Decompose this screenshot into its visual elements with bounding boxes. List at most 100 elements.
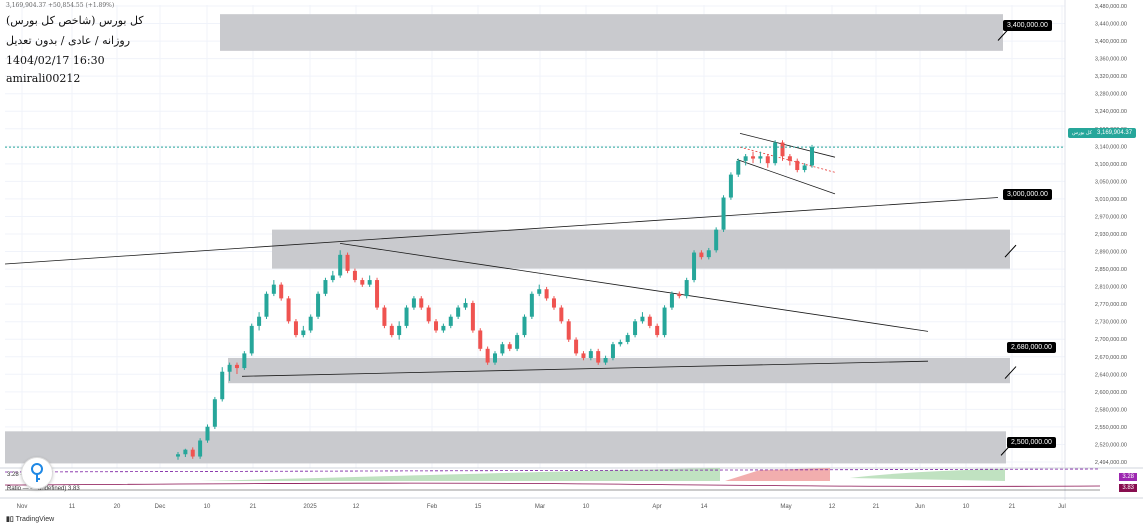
time-tick-label: 12 [353, 504, 360, 510]
candle-body [176, 454, 180, 457]
price-tick-label: 2,520,000.00 [1095, 442, 1127, 448]
price-zone [272, 229, 1010, 269]
indicator-fill-negative [725, 468, 830, 481]
price-tag-3000000: 3,000,000.00 [1003, 189, 1052, 200]
indicator-tag-1: 3.28 [1119, 473, 1137, 481]
price-tick-label: 2,890,000.00 [1095, 250, 1127, 256]
candle-body [404, 307, 409, 326]
time-tick-label: 12 [829, 504, 836, 510]
candle-body [456, 307, 461, 317]
indicator-line [4, 488, 1101, 491]
candle-body [500, 344, 505, 354]
symbol-title: کل بورس (شاخص کل بورس) [6, 14, 144, 27]
price-tag-2500000: 2,500,000.00 [1007, 437, 1056, 448]
indicator-line [4, 468, 1101, 473]
candle-body [301, 330, 306, 336]
candle-body [537, 289, 542, 294]
candle-body [397, 325, 402, 336]
price-tick-label: 2,970,000.00 [1095, 214, 1127, 220]
candle-body [662, 307, 667, 336]
price-tick-label: 2,580,000.00 [1095, 407, 1127, 413]
time-tick-label: Jun [915, 504, 925, 510]
candle-body [692, 252, 697, 281]
candle-body [699, 252, 704, 258]
zone-pointer [1004, 244, 1017, 258]
candle-body [810, 147, 814, 166]
candle-body [234, 364, 239, 369]
candle-body [249, 325, 254, 354]
candle-body [264, 293, 269, 317]
candle-body [581, 353, 586, 358]
candle-body [751, 156, 756, 159]
time-tick-label: 10 [583, 504, 590, 510]
trendline [339, 242, 929, 332]
indicator-tag-2: 3.83 [1119, 484, 1137, 492]
price-tick-label: 3,320,000.00 [1095, 74, 1127, 80]
time-tick-label: Jul [1058, 504, 1066, 510]
price-tick-label: 2,850,000.00 [1095, 267, 1127, 273]
candle-body [655, 325, 660, 336]
tradingview-logo[interactable]: ▮▯ TradingView [6, 515, 54, 523]
candle-body [308, 316, 313, 331]
candle-body [338, 254, 343, 276]
key-icon [31, 463, 43, 482]
price-tick-label: 2,494,000.00 [1095, 460, 1127, 466]
price-tag-2680000: 2,680,000.00 [1007, 342, 1056, 353]
current-price-tag: 3,169,904.37 [1093, 128, 1137, 138]
candle-body [190, 449, 195, 457]
time-tick-label: 20 [114, 504, 121, 510]
candle-body [375, 280, 380, 308]
tradingview-icon: ▮▯ [6, 516, 16, 523]
time-tick-label: 21 [873, 504, 880, 510]
candle-body [647, 316, 652, 326]
time-tick-label: 10 [204, 504, 211, 510]
ohlc-strip: 3,169,904.37 +50,854.55 (+1.89%) [6, 2, 115, 9]
candle-body [205, 426, 210, 441]
candle-body [286, 298, 291, 322]
candle-body [574, 339, 579, 354]
candle-body [736, 160, 741, 175]
candle-body [787, 156, 792, 161]
candle-body [596, 351, 601, 363]
price-tick-label: 2,670,000.00 [1095, 355, 1127, 361]
price-zone [5, 431, 1006, 464]
candle-body [633, 321, 638, 336]
price-axis[interactable]: 3,480,000.00 3,440,000.00 3,400,000.00 3,36… [1064, 0, 1127, 500]
indicator-fill-positive [850, 469, 1005, 481]
price-tick-label: 3,360,000.00 [1095, 57, 1127, 63]
candle-body [684, 280, 689, 297]
trendlines [4, 132, 999, 377]
trendline [241, 360, 929, 377]
price-tick-label: 3,010,000.00 [1095, 197, 1127, 203]
price-tick-label: 2,600,000.00 [1095, 390, 1127, 396]
candle-body [463, 302, 468, 308]
price-zone [220, 14, 1003, 51]
time-tick-label: May [780, 504, 791, 510]
support-resistance-zones [5, 14, 1017, 464]
candle-body [677, 293, 682, 297]
time-tick-label: Dec [155, 504, 166, 510]
indicator-line [4, 482, 1101, 487]
candle-body [448, 316, 453, 326]
pin-badge[interactable] [21, 457, 53, 489]
candle-body [220, 371, 225, 400]
time-tick-label: 21 [1009, 504, 1016, 510]
candle-body [345, 254, 350, 271]
candle-body [198, 440, 203, 457]
time-tick-label: Nov [17, 504, 28, 510]
candle-body [625, 335, 630, 342]
time-tick-label: Apr [652, 504, 661, 510]
time-tick-label: Mar [535, 504, 545, 510]
candle-body [714, 229, 719, 251]
time-axis[interactable]: Nov 11 20 Dec 10 21 2025 12 Feb 15 Mar 10 Apr 14 May 12… [17, 504, 1066, 510]
candle-body [411, 298, 416, 308]
author-name: amirali00212 [6, 72, 81, 85]
price-tick-label: 3,050,000.00 [1095, 179, 1127, 185]
candle-body [721, 197, 726, 230]
candle-body [352, 270, 357, 281]
price-tick-label: 2,730,000.00 [1095, 320, 1127, 326]
price-tag-3400000: 3,400,000.00 [1003, 20, 1052, 31]
candle-body [507, 344, 512, 349]
price-tick-label: 3,140,000.00 [1095, 144, 1127, 150]
